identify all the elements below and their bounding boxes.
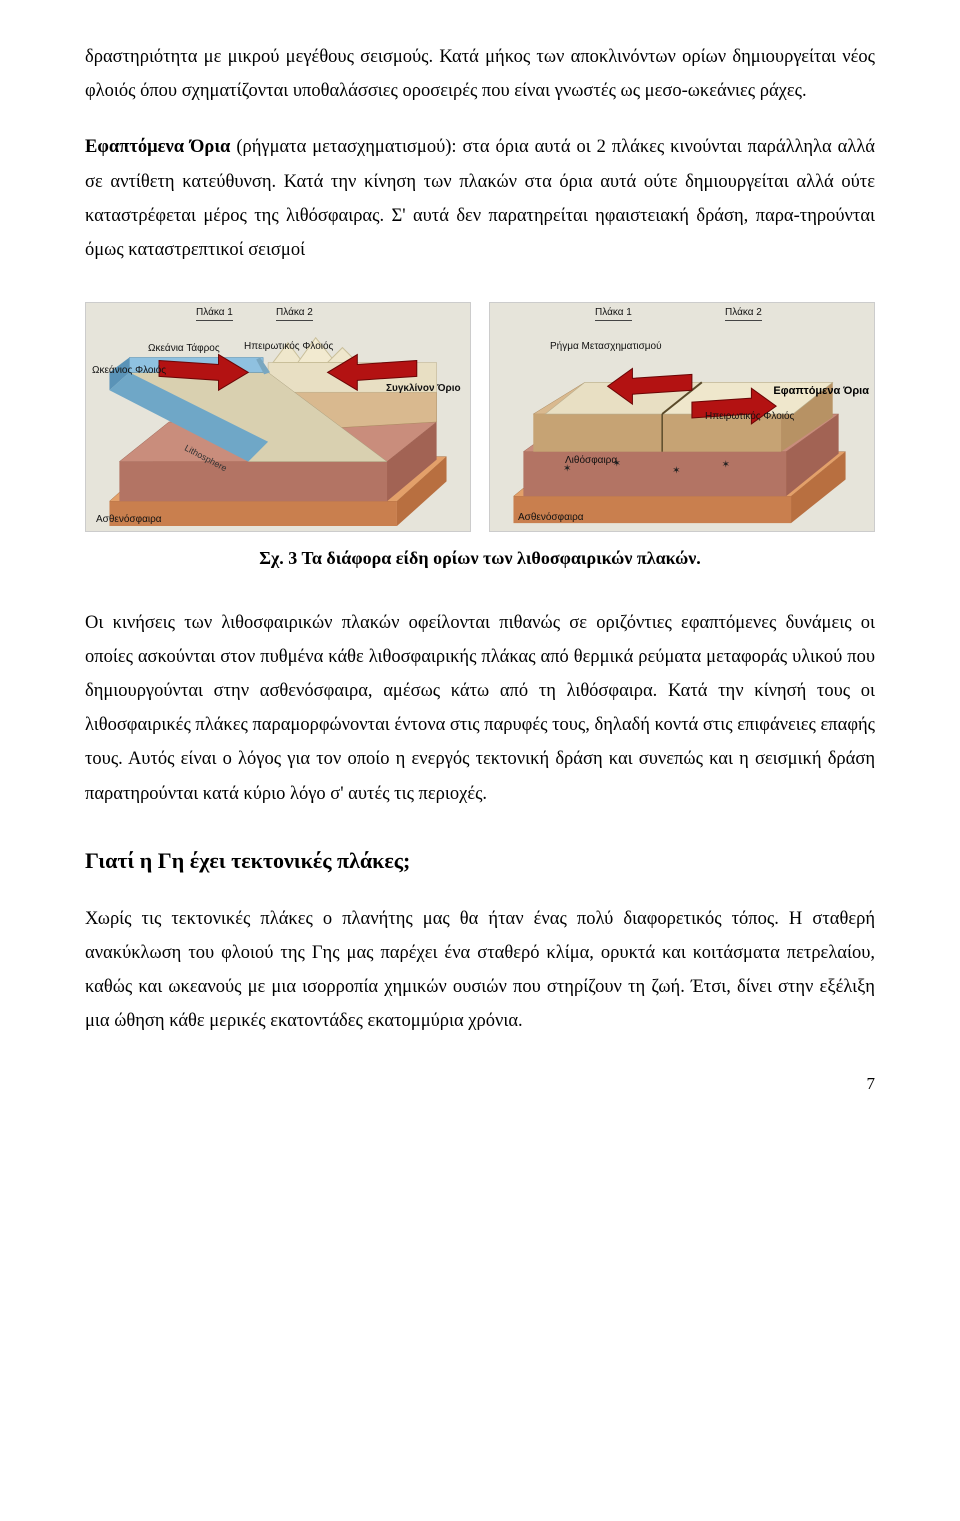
label-asthenosphere-left: Ασθενόσφαιρα <box>96 514 162 526</box>
label-continental-crust-left: Ηπειρωτικός Φλοιός <box>244 341 333 353</box>
label-oceanic-trench: Ωκεάνια Τάφρος <box>148 343 220 355</box>
label-transform-boundary: Εφαπτόμενα Όρια <box>773 381 869 401</box>
label-plate2-left: Πλάκα 2 <box>276 307 313 321</box>
figure-caption: Σχ. 3 Τα διάφορα είδη ορίων των λιθοσφαι… <box>85 542 875 575</box>
label-plate1-right: Πλάκα 1 <box>595 307 632 321</box>
diagram-transform: ✶ ✶ ✶ ✶ Πλάκα 1 Πλάκα 2 Ρήγμα Μετασχηματ… <box>489 302 875 532</box>
svg-text:✶: ✶ <box>672 466 680 477</box>
diagram-convergent: Lithosphere Πλάκα 1 Πλάκα 2 Ωκεάνιος Φλο… <box>85 302 471 532</box>
section-heading: Γιατί η Γη έχει τεκτονικές πλάκες; <box>85 841 875 882</box>
label-plate1-left: Πλάκα 1 <box>196 307 233 321</box>
label-continental-crust-right: Ηπειρωτικός Φλοιός <box>705 411 794 423</box>
figure-3: Lithosphere Πλάκα 1 Πλάκα 2 Ωκεάνιος Φλο… <box>85 302 875 575</box>
svg-text:✶: ✶ <box>722 460 730 471</box>
paragraph-2: Εφαπτόμενα Όρια (ρήγματα μετασχηματισμού… <box>85 130 875 267</box>
paragraph-3: Οι κινήσεις των λιθοσφαιρικών πλακών οφε… <box>85 606 875 811</box>
label-plate2-right: Πλάκα 2 <box>725 307 762 321</box>
label-oceanic-crust: Ωκεάνιος Φλοιός <box>92 365 166 377</box>
convergent-svg: Lithosphere <box>86 303 470 531</box>
label-lithosphere-right: Λιθόσφαιρα <box>565 455 617 467</box>
label-convergent-boundary: Συγκλίνον Όριο <box>386 383 461 395</box>
label-asthenosphere-right: Ασθενόσφαιρα <box>518 512 584 524</box>
label-transform-fault: Ρήγμα Μετασχηματισμού <box>550 341 662 353</box>
para2-lead: Εφαπτόμενα Όρια <box>85 137 230 157</box>
paragraph-4: Χωρίς τις τεκτονικές πλάκες ο πλανήτης μ… <box>85 902 875 1039</box>
paragraph-1: δραστηριότητα με μικρού μεγέθους σεισμού… <box>85 40 875 108</box>
page-number: 7 <box>85 1068 875 1099</box>
transform-svg: ✶ ✶ ✶ ✶ <box>490 303 874 531</box>
